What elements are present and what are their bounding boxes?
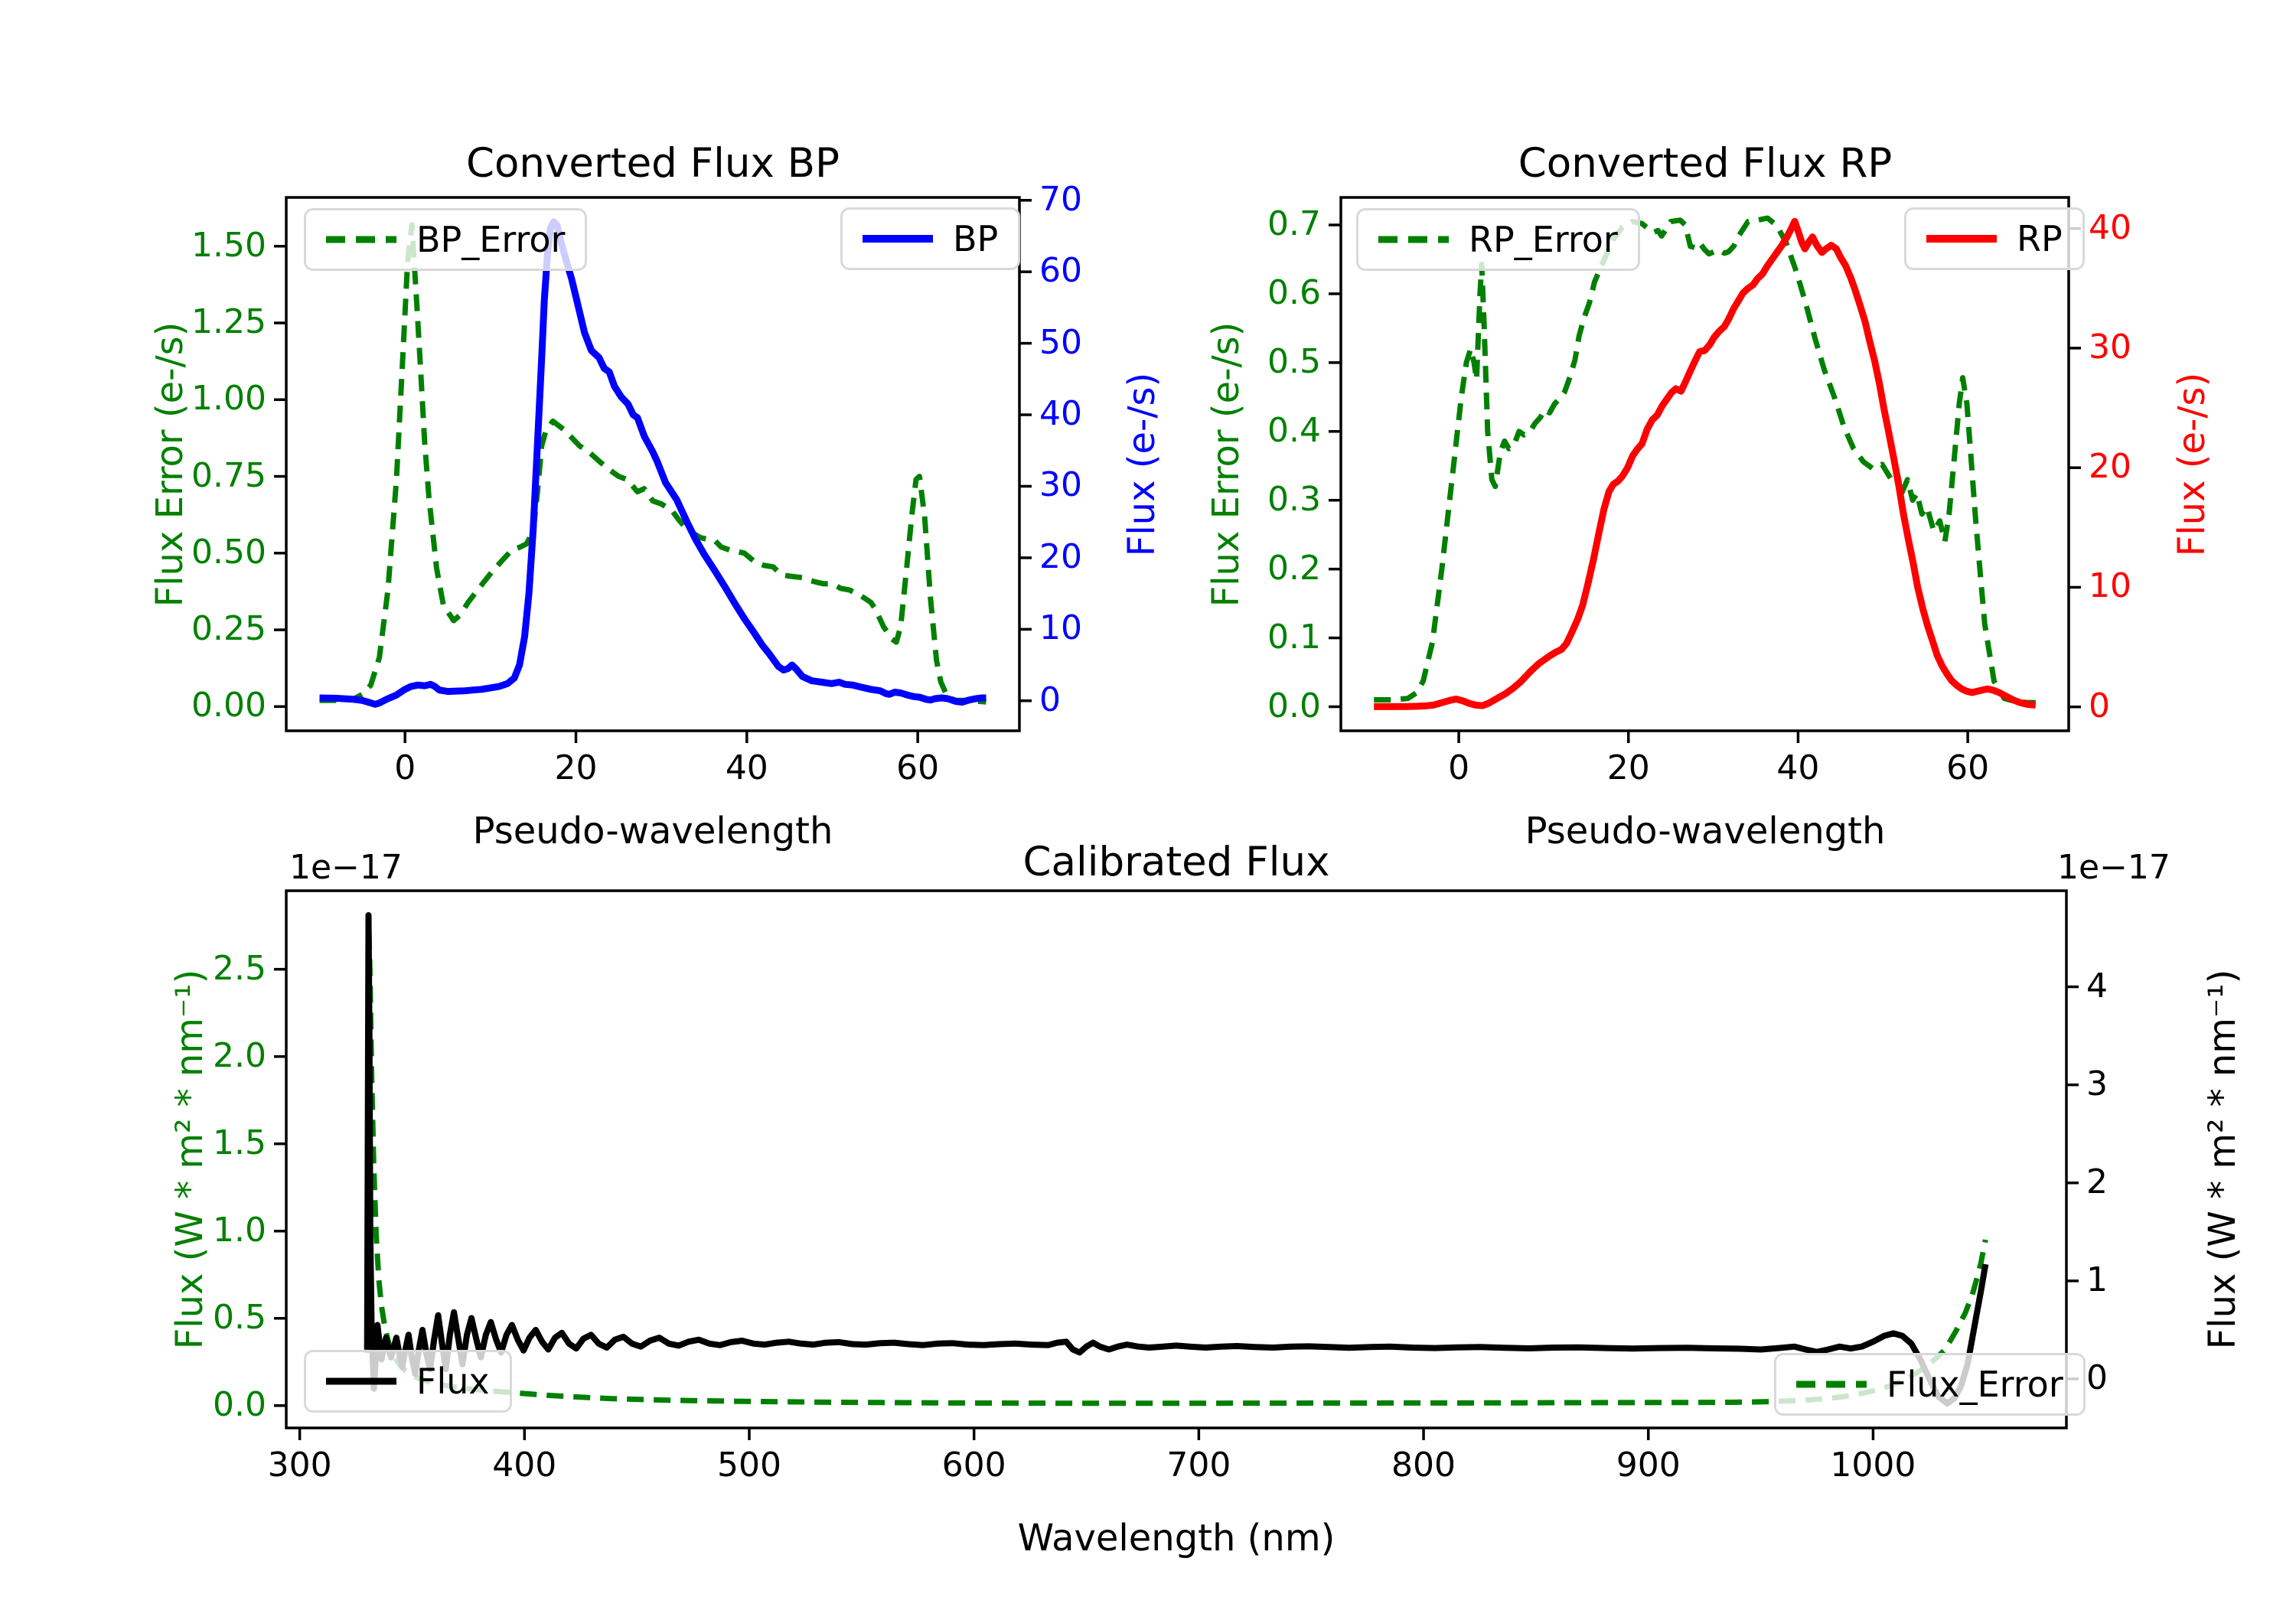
bp-series-bp xyxy=(319,218,987,708)
cal-series-flux_error xyxy=(364,912,1988,1407)
bp-series-bp_error xyxy=(319,222,987,705)
rp-series-rp_error xyxy=(1374,215,2036,706)
cal-series-flux xyxy=(364,912,1989,1407)
rp-series-rp xyxy=(1374,217,2037,710)
